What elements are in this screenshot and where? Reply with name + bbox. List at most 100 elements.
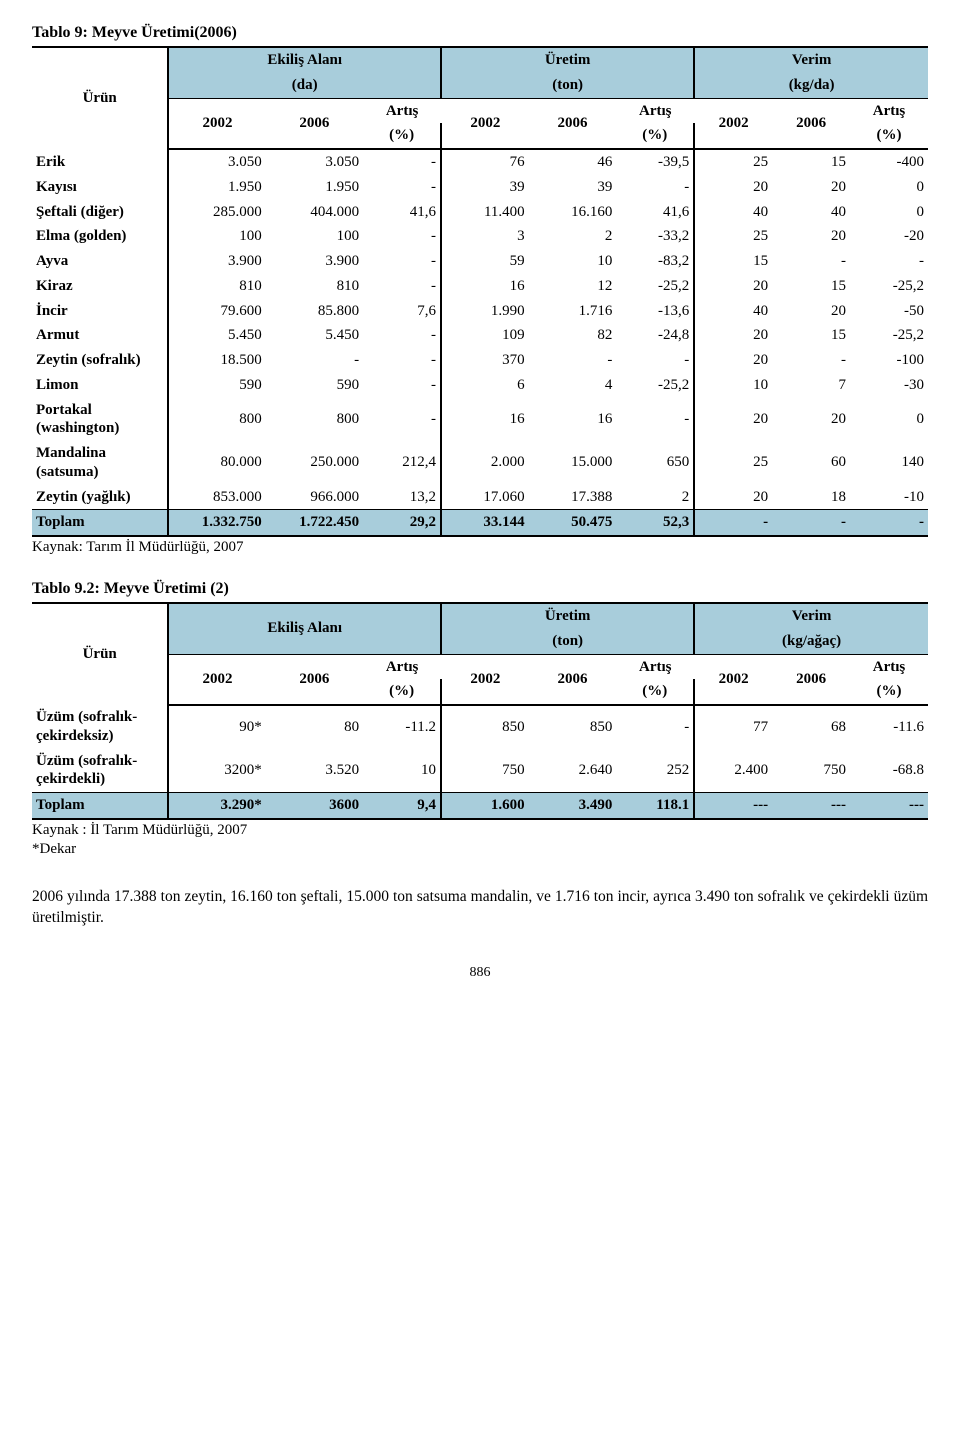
cell: 5.450 bbox=[266, 323, 363, 348]
total-row: Toplam1.332.7501.722.45029,233.14450.475… bbox=[32, 510, 928, 536]
cell: 370 bbox=[441, 348, 529, 373]
cell: 20 bbox=[694, 348, 772, 373]
cell: 650 bbox=[616, 441, 694, 485]
row-label: Şeftali (diğer) bbox=[32, 200, 168, 225]
sub2-2006-c: 2006 bbox=[772, 654, 850, 705]
total-cell: - bbox=[850, 510, 928, 536]
total-cell: 50.475 bbox=[529, 510, 617, 536]
cell: 18 bbox=[772, 485, 850, 510]
table-row: İncir79.60085.8007,61.9901.716-13,64020-… bbox=[32, 299, 928, 324]
sub-pct-c: (%) bbox=[850, 123, 928, 149]
cell: 20 bbox=[772, 299, 850, 324]
cell: 20 bbox=[694, 175, 772, 200]
cell: -30 bbox=[850, 373, 928, 398]
row-label: Limon bbox=[32, 373, 168, 398]
cell: 853.000 bbox=[168, 485, 265, 510]
row-label: Üzüm (sofralık-çekirdeksiz) bbox=[32, 705, 168, 749]
cell: 85.800 bbox=[266, 299, 363, 324]
cell: 80.000 bbox=[168, 441, 265, 485]
cell: 15 bbox=[694, 249, 772, 274]
total-cell: --- bbox=[850, 793, 928, 819]
cell: -25,2 bbox=[850, 323, 928, 348]
cell: 404.000 bbox=[266, 200, 363, 225]
sub2-pct-a: (%) bbox=[363, 679, 441, 705]
row-label: Kayısı bbox=[32, 175, 168, 200]
cell: 750 bbox=[441, 749, 529, 793]
cell: 25 bbox=[694, 441, 772, 485]
table-row: Üzüm (sofralık-çekirdeksiz)90*80-11.2850… bbox=[32, 705, 928, 749]
cell: 41,6 bbox=[616, 200, 694, 225]
cell: -100 bbox=[850, 348, 928, 373]
cell: 7,6 bbox=[363, 299, 441, 324]
cell: 1.990 bbox=[441, 299, 529, 324]
cell: 80 bbox=[266, 705, 363, 749]
cell: 1.716 bbox=[529, 299, 617, 324]
total-cell: 3.290* bbox=[168, 793, 265, 819]
sub2-2002-c: 2002 bbox=[694, 654, 772, 705]
cell: 25 bbox=[694, 149, 772, 175]
cell: 40 bbox=[772, 200, 850, 225]
cell: 1.950 bbox=[168, 175, 265, 200]
cell: 11.400 bbox=[441, 200, 529, 225]
cell: 590 bbox=[266, 373, 363, 398]
cell: 76 bbox=[441, 149, 529, 175]
cell: 6 bbox=[441, 373, 529, 398]
cell: 850 bbox=[441, 705, 529, 749]
total-cell: 1.722.450 bbox=[266, 510, 363, 536]
cell: 39 bbox=[529, 175, 617, 200]
cell: -13,6 bbox=[616, 299, 694, 324]
sub-2002-c: 2002 bbox=[694, 98, 772, 149]
sub-pct-b: (%) bbox=[616, 123, 694, 149]
cell: 212,4 bbox=[363, 441, 441, 485]
cell: 966.000 bbox=[266, 485, 363, 510]
total-row: Toplam3.290*36009,41.6003.490118.1------… bbox=[32, 793, 928, 819]
cell: - bbox=[266, 348, 363, 373]
cell: 285.000 bbox=[168, 200, 265, 225]
table1-title: Tablo 9: Meyve Üretimi(2006) bbox=[32, 24, 928, 42]
total-cell: 52,3 bbox=[616, 510, 694, 536]
cell: 2.640 bbox=[529, 749, 617, 793]
body-paragraph: 2006 yılında 17.388 ton zeytin, 16.160 t… bbox=[32, 886, 928, 929]
col-urun: Ürün bbox=[32, 47, 168, 149]
cell: 0 bbox=[850, 200, 928, 225]
cell: -68.8 bbox=[850, 749, 928, 793]
sub-pct-a: (%) bbox=[363, 123, 441, 149]
cell: 20 bbox=[772, 224, 850, 249]
cell: 20 bbox=[694, 323, 772, 348]
cell: - bbox=[363, 323, 441, 348]
cell: 590 bbox=[168, 373, 265, 398]
cell: -83,2 bbox=[616, 249, 694, 274]
table-row: Erik3.0503.050-7646-39,52515-400 bbox=[32, 149, 928, 175]
table-row: Şeftali (diğer)285.000404.00041,611.4001… bbox=[32, 200, 928, 225]
sub2-2006-a: 2006 bbox=[266, 654, 363, 705]
cell: - bbox=[363, 149, 441, 175]
cell: 16 bbox=[441, 274, 529, 299]
total-cell: 9,4 bbox=[363, 793, 441, 819]
cell: 3.050 bbox=[266, 149, 363, 175]
cell: 250.000 bbox=[266, 441, 363, 485]
cell: 10 bbox=[529, 249, 617, 274]
row-label: Zeytin (yağlık) bbox=[32, 485, 168, 510]
row-label: Kiraz bbox=[32, 274, 168, 299]
cell: 109 bbox=[441, 323, 529, 348]
cell: - bbox=[363, 249, 441, 274]
cell: - bbox=[616, 348, 694, 373]
total-cell: 3.490 bbox=[529, 793, 617, 819]
total-cell: 3600 bbox=[266, 793, 363, 819]
cell: 3200* bbox=[168, 749, 265, 793]
cell: 20 bbox=[694, 398, 772, 442]
total-cell: 1.600 bbox=[441, 793, 529, 819]
table-row: Kayısı1.9501.950-3939-20200 bbox=[32, 175, 928, 200]
row-label: Üzüm (sofralık-çekirdekli) bbox=[32, 749, 168, 793]
cell: -25,2 bbox=[616, 274, 694, 299]
sub-2002-a: 2002 bbox=[168, 98, 265, 149]
cell: - bbox=[363, 274, 441, 299]
cell: - bbox=[363, 373, 441, 398]
cell: 4 bbox=[529, 373, 617, 398]
sub2-artis-b: Artış bbox=[616, 654, 694, 679]
table1-source: Kaynak: Tarım İl Müdürlüğü, 2007 bbox=[32, 539, 928, 556]
sub2-2002-b: 2002 bbox=[441, 654, 529, 705]
cell: 3.050 bbox=[168, 149, 265, 175]
grp-verim-unit-2: (kg/ağaç) bbox=[694, 629, 928, 654]
total-label: Toplam bbox=[32, 793, 168, 819]
